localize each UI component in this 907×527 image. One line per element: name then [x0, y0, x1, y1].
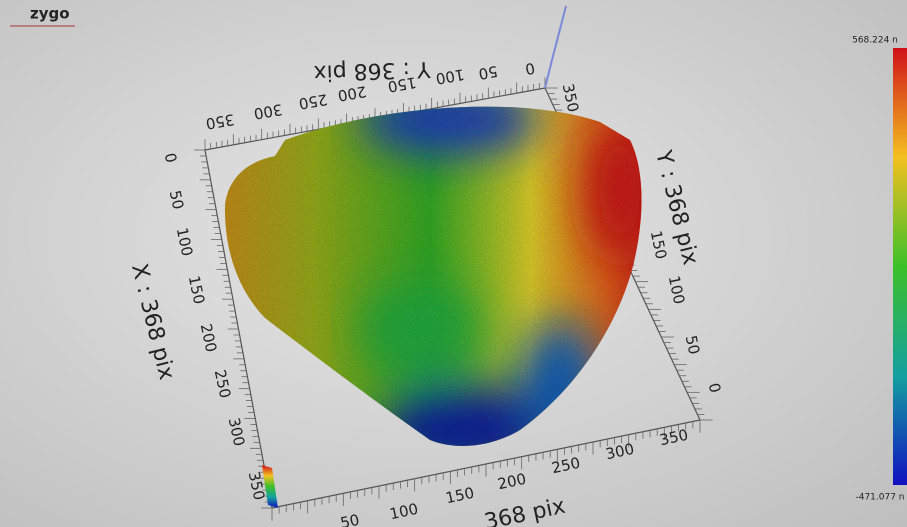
axis-label: 100 — [173, 226, 197, 258]
axis-label: 250 — [297, 90, 328, 113]
axis-label: 50 — [339, 511, 361, 527]
surface — [224, 106, 642, 446]
axis-label: 0 — [705, 381, 725, 394]
axis-label: 200 — [197, 322, 221, 354]
axis-label: 50 — [477, 62, 499, 83]
axis-label: 300 — [604, 440, 636, 464]
colorbar-min: -471.077 n — [855, 493, 904, 503]
corner-marker — [262, 465, 278, 508]
axis-label: 150 — [444, 484, 476, 508]
axis-label: 300 — [225, 416, 249, 448]
axis-label: 200 — [496, 470, 528, 494]
axis-label: 350 — [245, 470, 269, 502]
axis-label: 100 — [434, 65, 465, 88]
axis-label: 350 — [559, 82, 583, 114]
axis-label: 350 — [658, 426, 690, 450]
axis-label: Y : 368 pix — [313, 56, 432, 85]
colorbar — [893, 48, 907, 485]
axis-label: 350 — [204, 110, 235, 133]
axis-label: 150 — [386, 73, 417, 96]
axis-label: 300 — [252, 100, 283, 123]
axis-label: 100 — [388, 500, 420, 524]
axis-label: 100 — [665, 274, 689, 306]
axis-label: 150 — [185, 274, 209, 306]
axis-label: 50 — [682, 334, 704, 356]
axis-label: 150 — [647, 229, 671, 261]
axis-label: 0 — [524, 59, 537, 78]
axis-label: 0 — [161, 151, 181, 164]
colorbar-max: 568.224 n — [852, 36, 898, 46]
logo: zygo — [30, 5, 70, 23]
axis-label: 200 — [336, 82, 367, 105]
axis-label: 250 — [211, 368, 235, 400]
axis-label: 250 — [550, 454, 582, 478]
corner-spike — [544, 5, 567, 89]
axis-label: 50 — [166, 189, 188, 211]
